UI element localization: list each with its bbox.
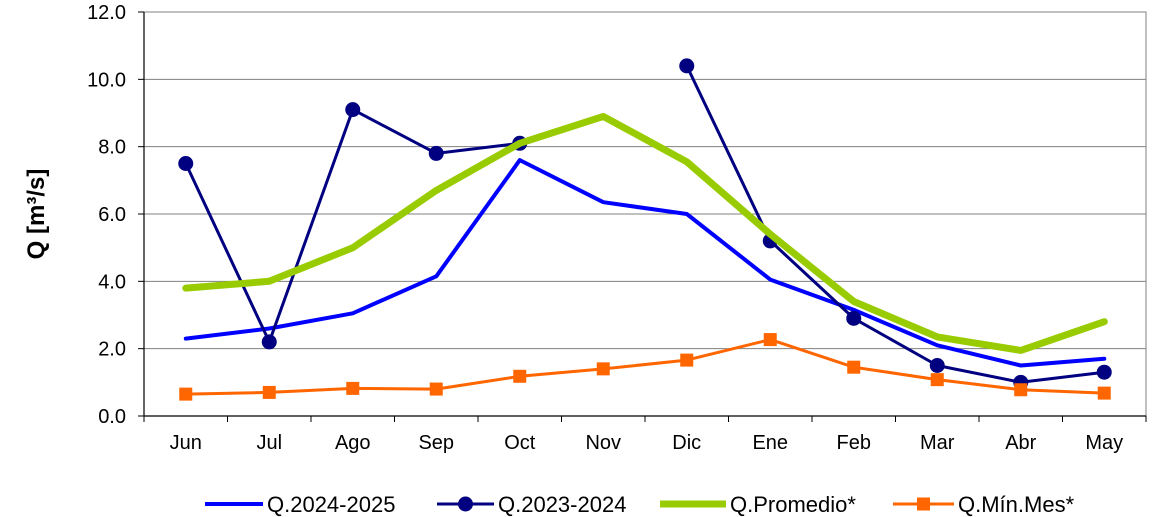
data-point xyxy=(262,385,276,399)
series-2 xyxy=(182,112,1108,354)
legend-label: Q.2024-2025 xyxy=(267,492,395,517)
data-point xyxy=(346,381,360,395)
y-tick-label: 4.0 xyxy=(98,271,126,293)
legend-label: Q.Promedio* xyxy=(730,492,856,517)
x-tick-label: Feb xyxy=(837,432,871,454)
data-point xyxy=(847,360,861,374)
data-point xyxy=(428,145,444,161)
y-tick-label: 8.0 xyxy=(98,137,126,159)
series-line xyxy=(184,64,1106,384)
legend-marker xyxy=(917,497,930,511)
y-axis-label: Q [m³/s] xyxy=(23,169,50,260)
x-tick-label: Sep xyxy=(418,432,454,454)
y-tick-label: 2.0 xyxy=(98,339,126,361)
x-tick-label: Ene xyxy=(752,432,788,454)
data-point xyxy=(930,373,944,387)
data-point xyxy=(513,369,527,383)
series-line xyxy=(184,338,1106,396)
x-tick-label: Oct xyxy=(504,432,536,454)
data-point xyxy=(680,353,694,367)
data-point xyxy=(261,334,277,350)
y-tick-label: 12.0 xyxy=(87,2,126,24)
legend-item: Q.2023-2024 xyxy=(437,492,626,517)
data-point xyxy=(763,333,777,347)
y-tick-label: 0.0 xyxy=(98,406,126,428)
y-axis-ticks: 0.0 2.0 4.0 6.0 8.0 10.0 12.0 xyxy=(87,2,1146,428)
legend-item: Q.2024-2025 xyxy=(205,492,395,517)
x-tick-label: Abr xyxy=(1005,432,1036,454)
y-tick-label: 6.0 xyxy=(98,204,126,226)
series-layer xyxy=(178,58,1112,401)
legend-item: Q.Mín.Mes* xyxy=(893,492,1075,517)
x-tick-label: Dic xyxy=(672,432,701,454)
legend-item: Q.Promedio* xyxy=(660,492,856,517)
data-point xyxy=(846,310,862,326)
series-line xyxy=(182,112,1108,354)
series-3 xyxy=(179,333,1111,401)
data-point xyxy=(179,387,193,401)
data-point xyxy=(429,382,443,396)
data-point xyxy=(679,58,695,74)
x-tick-label: Nov xyxy=(585,432,621,454)
data-point xyxy=(1097,386,1111,400)
x-tick-label: Mar xyxy=(920,432,955,454)
legend-marker xyxy=(458,496,473,512)
data-point xyxy=(596,362,610,376)
legend-label: Q.Mín.Mes* xyxy=(958,492,1075,517)
data-point xyxy=(1096,364,1112,380)
data-point xyxy=(929,358,945,373)
data-point xyxy=(1014,383,1028,397)
legend-label: Q.2023-2024 xyxy=(498,492,626,517)
series-0 xyxy=(183,158,1107,368)
series-line xyxy=(183,158,1107,368)
gridlines xyxy=(144,11,1146,417)
data-point xyxy=(345,102,361,118)
x-tick-label: Ago xyxy=(335,432,371,454)
y-tick-label: 10.0 xyxy=(87,69,126,91)
x-tick-label: Jun xyxy=(170,432,202,454)
x-tick-label: Jul xyxy=(256,432,282,454)
legend: Q.2024-2025 Q.2023-2024 Q.Promedio* Q.Mín.M… xyxy=(205,492,1075,517)
data-point xyxy=(178,156,194,171)
x-axis-ticks: Jun Jul Ago Sep Oct Nov Dic Ene Feb Mar Abr May xyxy=(143,416,1147,454)
x-tick-label: May xyxy=(1085,432,1123,454)
series-1 xyxy=(178,58,1112,390)
